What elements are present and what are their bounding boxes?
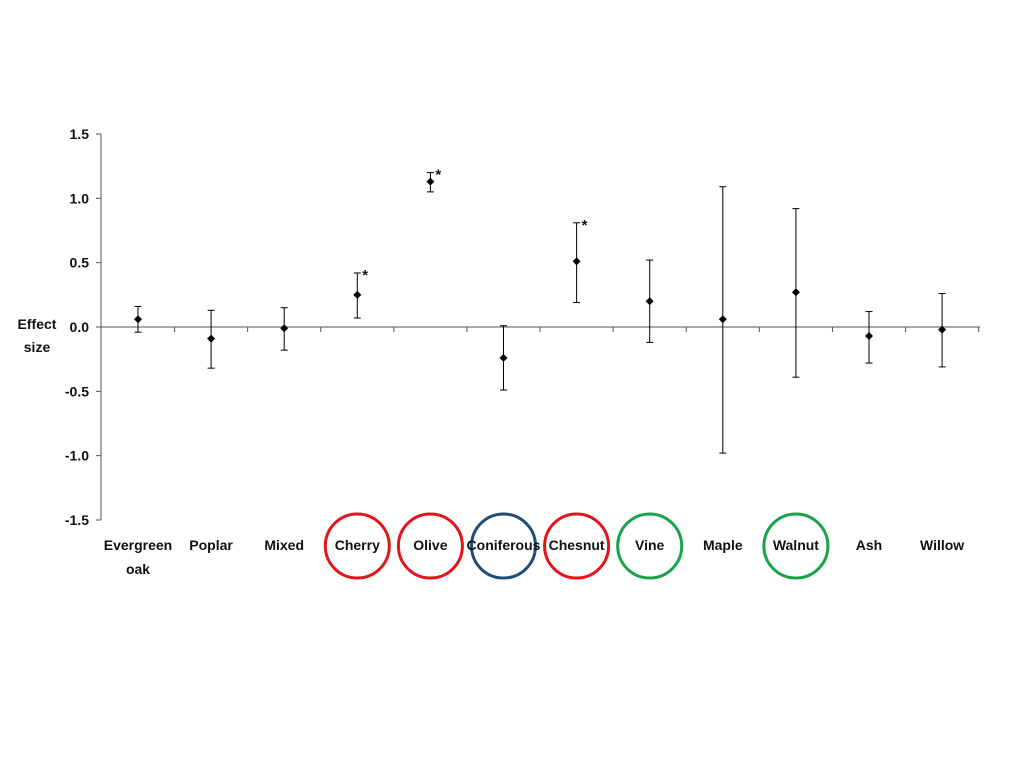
y-tick-label: 0.0 [70,319,90,335]
category-label: Olive [413,537,447,553]
category-label: Poplar [189,537,233,553]
data-point-marker [791,288,800,297]
y-tick-label: 0.5 [70,255,90,271]
category-label: Mixed [264,537,304,553]
data-point-marker [572,257,581,266]
data-point-marker [280,324,289,333]
category-label: Maple [703,537,743,553]
data-point-marker [207,334,216,343]
category-label: Coniferous [467,537,541,553]
y-tick-label: -0.5 [65,383,89,399]
category-highlight-circle [396,512,464,580]
y-axis-label: size [24,339,51,355]
category-highlight-circle [323,512,391,580]
category-label: Cherry [335,537,380,553]
data-point-marker [718,315,727,324]
data-point-marker [499,353,508,362]
data-point-marker [865,332,873,341]
category-label: oak [126,561,150,577]
category-highlight-circle [616,512,684,580]
category-highlight-circle [543,512,611,580]
category-label: Willow [920,537,964,553]
category-highlight-circle [762,512,830,580]
significance-star: * [435,167,441,184]
category-highlight-circle [470,512,537,580]
data-point-marker [426,177,435,186]
y-axis-label: Effect [18,316,57,332]
data-point-marker [353,290,362,299]
y-tick-label: 1.5 [70,126,90,142]
category-label: Vine [635,537,665,553]
data-point-marker [645,297,654,306]
y-tick-label: -1.0 [65,448,89,464]
category-label: Evergreen [104,537,172,553]
y-tick-label: 1.0 [70,190,90,206]
data-point-marker [134,315,142,324]
category-label: Walnut [773,537,819,553]
data-point-marker [938,325,947,334]
significance-star: * [582,217,588,234]
category-label: Ash [856,537,882,553]
y-tick-label: -1.5 [65,512,89,528]
significance-star: * [362,267,368,284]
category-label: Chesnut [549,537,605,553]
